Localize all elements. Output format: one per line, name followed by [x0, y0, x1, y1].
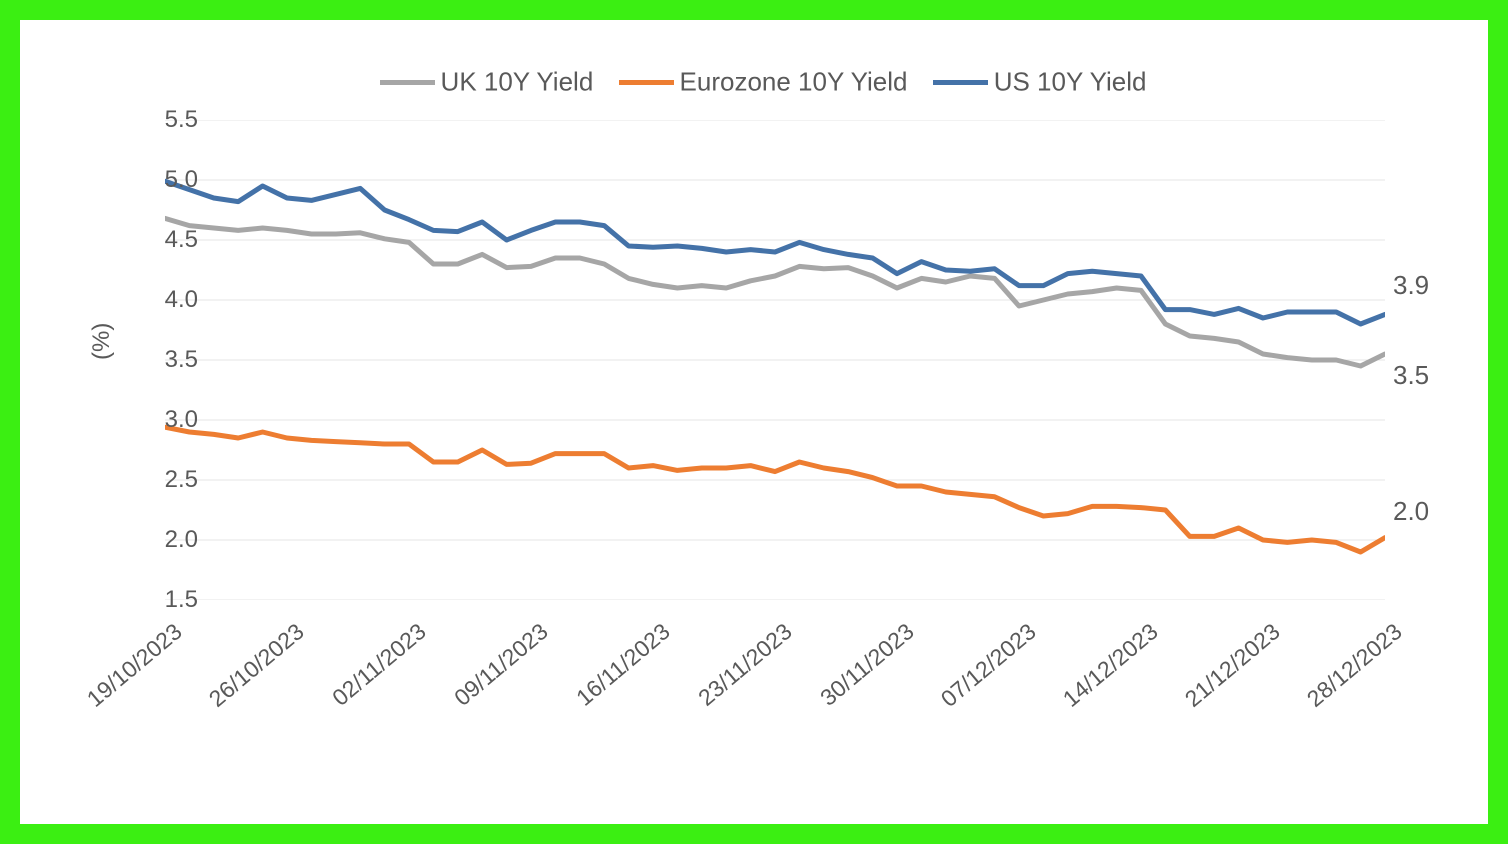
chart-card: UK 10Y Yield Eurozone 10Y Yield US 10Y Y…	[20, 20, 1488, 824]
y-tick: 5.5	[128, 106, 198, 134]
x-tick: 28/12/2023	[1267, 618, 1407, 742]
y-tick: 4.5	[128, 226, 198, 254]
y-tick: 2.0	[128, 526, 198, 554]
y-tick: 4.0	[128, 286, 198, 314]
end-label-uk: 3.5	[1393, 360, 1429, 391]
y-tick: 3.0	[128, 406, 198, 434]
x-tick: 26/10/2023	[169, 618, 309, 742]
x-tick: 09/11/2023	[413, 618, 553, 742]
line-uk	[165, 218, 1385, 366]
x-tick: 14/12/2023	[1023, 618, 1163, 742]
end-label-us: 3.9	[1393, 270, 1429, 301]
line-us	[165, 181, 1385, 324]
series-lines	[165, 120, 1385, 600]
legend-swatch-uk	[380, 80, 435, 85]
x-tick: 16/11/2023	[535, 618, 675, 742]
outer-border: UK 10Y Yield Eurozone 10Y Yield US 10Y Y…	[0, 0, 1508, 844]
legend-swatch-us	[933, 80, 988, 85]
x-tick: 21/12/2023	[1145, 618, 1285, 742]
plot-area	[165, 120, 1385, 600]
x-tick: 02/11/2023	[291, 618, 431, 742]
line-euro	[165, 427, 1385, 552]
x-tick: 07/12/2023	[901, 618, 1041, 742]
legend: UK 10Y Yield Eurozone 10Y Yield US 10Y Y…	[20, 65, 1488, 98]
legend-swatch-euro	[619, 80, 674, 85]
x-tick: 23/11/2023	[657, 618, 797, 742]
legend-label-euro: Eurozone 10Y Yield	[680, 67, 908, 97]
y-axis-label: (%)	[88, 323, 116, 360]
x-tick: 19/10/2023	[47, 618, 187, 742]
legend-label-us: US 10Y Yield	[994, 67, 1147, 97]
x-tick: 30/11/2023	[779, 618, 919, 742]
y-tick: 5.0	[128, 166, 198, 194]
y-tick: 2.5	[128, 466, 198, 494]
legend-label-uk: UK 10Y Yield	[441, 67, 594, 97]
y-tick: 3.5	[128, 346, 198, 374]
y-tick: 1.5	[128, 586, 198, 614]
end-label-euro: 2.0	[1393, 496, 1429, 527]
